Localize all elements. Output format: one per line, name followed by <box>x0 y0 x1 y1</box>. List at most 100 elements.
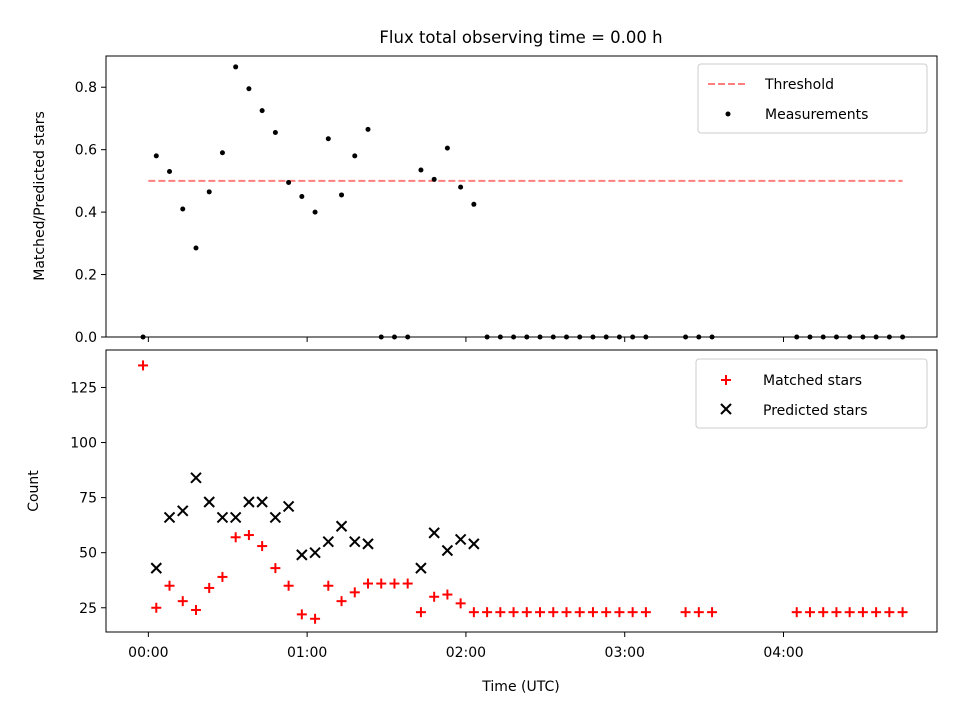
top-y-ticks: 0.0 0.2 0.4 0.6 0.8 <box>75 80 106 346</box>
legend-measurements-label: Measurements <box>765 107 868 123</box>
legend-measurements-swatch <box>725 111 731 117</box>
top-x-ticks <box>147 337 785 342</box>
matched-star-point <box>574 607 585 618</box>
matched-star-point <box>495 607 506 618</box>
y-tick-label: 50 <box>79 546 97 562</box>
x-tick-label: 00:00 <box>128 645 168 661</box>
y-tick-label: 75 <box>79 491 97 507</box>
matched-star-point <box>204 582 215 593</box>
predicted-star-point <box>296 549 308 561</box>
matched-star-point <box>217 571 228 582</box>
matched-star-point <box>415 607 426 618</box>
predicted-star-point <box>335 520 348 532</box>
matched-star-point <box>336 596 347 607</box>
matched-star-point <box>468 607 479 618</box>
x-axis-label: Time (UTC) <box>481 679 559 695</box>
x-tick-label: 04:00 <box>763 645 803 661</box>
x-tick-label: 03:00 <box>605 645 645 661</box>
matched-star-point <box>389 578 400 589</box>
matched-star-point <box>243 530 254 541</box>
legend-threshold-label: Threshold <box>764 77 834 93</box>
matched-star-point <box>508 607 519 618</box>
predicted-star-point <box>349 535 361 548</box>
bottom-y-ticks: 25 50 75 100 125 <box>70 380 106 617</box>
matched-star-point <box>296 609 307 620</box>
matched-star-point <box>601 607 612 618</box>
y-tick-label: 0.4 <box>75 205 97 221</box>
matched-star-point <box>614 607 625 618</box>
bottom-legend: Matched stars Predicted stars <box>695 358 928 429</box>
measurement-point <box>193 245 199 251</box>
y-tick-label: 25 <box>79 601 97 617</box>
predicted-star-point <box>150 562 162 574</box>
matched-star-point <box>587 607 598 618</box>
top-y-axis-label: Matched/Predicted stars <box>32 111 48 281</box>
legend-matched-label: Matched stars <box>763 373 862 389</box>
legend-predicted-swatch <box>720 403 732 415</box>
chart-title: Flux total observing time = 0.00 h <box>379 28 662 47</box>
measurement-point <box>219 150 225 156</box>
matched-star-point <box>455 598 466 609</box>
matched-star-point <box>363 578 374 589</box>
measurement-point <box>431 176 437 182</box>
predicted-star-point <box>468 538 480 550</box>
predicted-star-point <box>163 511 176 524</box>
y-tick-label: 0.0 <box>75 330 97 346</box>
top-legend: Threshold Measurements <box>697 63 928 134</box>
matched-star-point <box>177 596 188 607</box>
matched-star-point <box>857 607 868 618</box>
top-axes-frame <box>105 55 938 338</box>
measurement-point <box>352 153 358 159</box>
bottom-axes-frame <box>105 349 938 633</box>
matched-star-point <box>442 589 453 600</box>
y-tick-label: 125 <box>70 380 97 396</box>
matched-star-point <box>791 607 802 618</box>
matched-star-point <box>884 607 895 618</box>
predicted-star-point <box>322 535 335 548</box>
predicted-star-point <box>243 496 255 508</box>
predicted-star-point <box>269 511 282 524</box>
matched-star-point <box>693 607 704 618</box>
bottom-panel: 25 50 75 100 125 00:00 01:00 02:00 03:00 04:00 C… <box>26 349 938 695</box>
predicted-star-point <box>415 562 427 574</box>
predicted-star-point <box>216 511 229 524</box>
matched-star-point <box>897 607 908 618</box>
matched-star-point <box>138 360 149 371</box>
measurement-point <box>180 206 186 212</box>
measurement-point <box>325 136 331 142</box>
matched-star-point <box>190 604 201 615</box>
matched-star-point <box>561 607 572 618</box>
matched-star-point <box>164 580 175 591</box>
bottom-x-ticks: 00:00 01:00 02:00 03:00 04:00 <box>128 632 804 661</box>
measurement-point <box>246 86 252 92</box>
x-tick-label: 02:00 <box>446 645 486 661</box>
matched-star-point <box>818 607 829 618</box>
measurement-point <box>299 194 305 199</box>
measurement-point <box>312 209 318 215</box>
measurement-point <box>365 126 371 132</box>
matched-star-point <box>376 578 387 589</box>
legend-matched-swatch <box>721 375 731 385</box>
predicted-star-point <box>229 511 242 524</box>
measurement-point <box>286 179 292 185</box>
matched-star-point <box>310 613 321 624</box>
matched-star-point <box>707 607 718 618</box>
measurement-point <box>272 129 278 135</box>
matched-star-point <box>844 607 855 618</box>
matched-star-point <box>283 580 294 591</box>
y-tick-label: 0.6 <box>75 143 97 159</box>
matched-star-point <box>627 607 638 618</box>
matched-star-point <box>349 587 360 598</box>
predicted-star-point <box>428 527 440 539</box>
matched-star-point <box>535 607 546 618</box>
matched-star-point <box>429 591 440 602</box>
matched-star-point <box>871 607 882 618</box>
measurement-point <box>339 192 345 198</box>
predicted-star-point <box>282 500 295 513</box>
y-tick-label: 0.2 <box>75 268 97 284</box>
matched-star-point <box>804 607 815 618</box>
matched-star-point <box>257 541 268 552</box>
predicted-star-point <box>309 546 321 559</box>
measurement-point <box>471 201 477 207</box>
